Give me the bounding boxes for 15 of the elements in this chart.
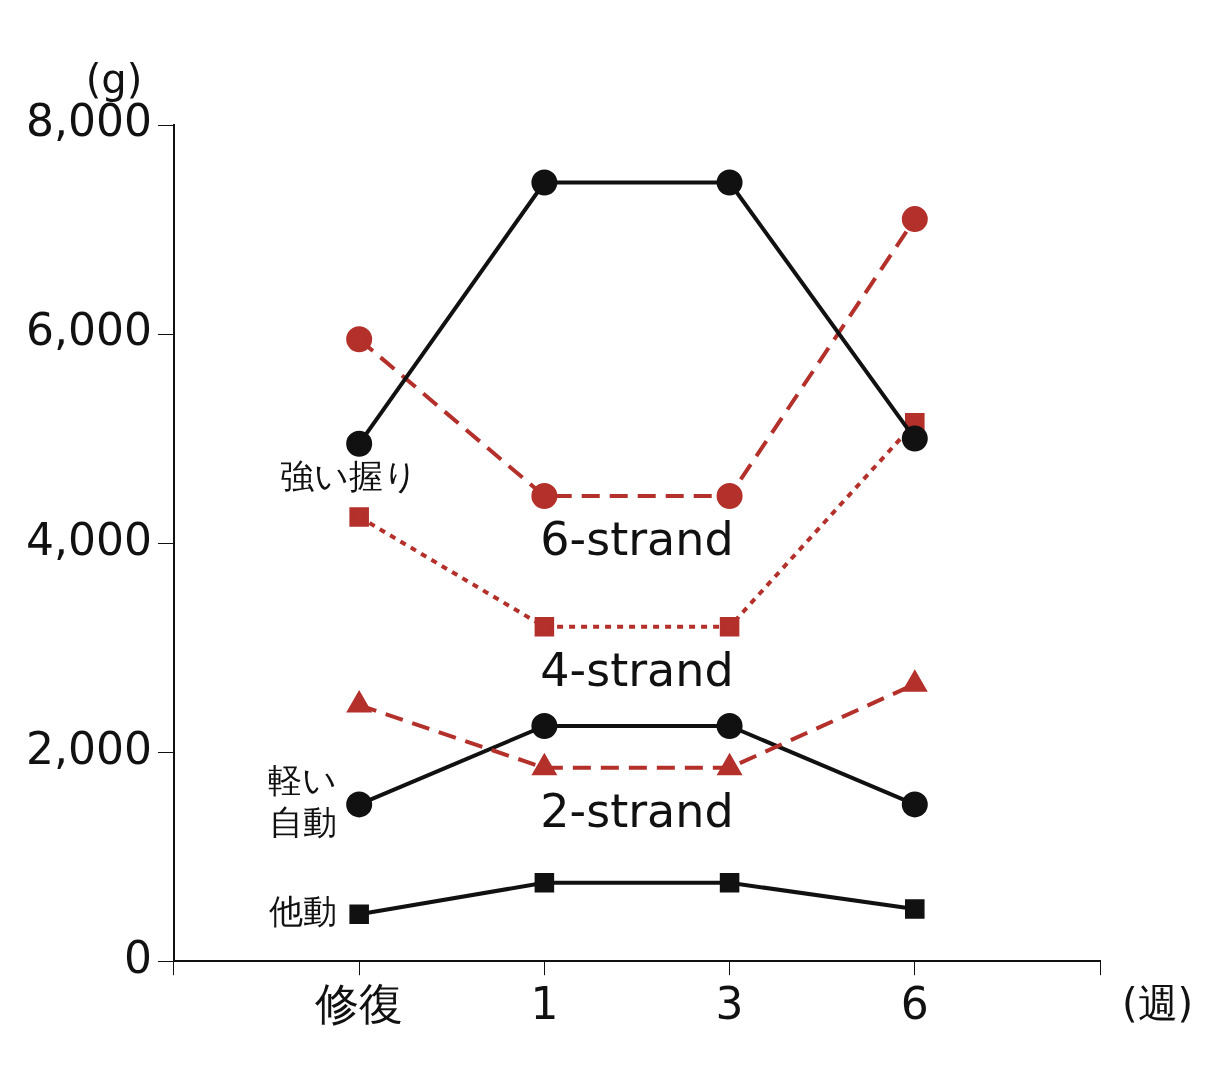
x-tick-label: 6 xyxy=(900,978,929,1030)
y-tick-label: 4,000 xyxy=(25,513,152,565)
x-tick-label: 3 xyxy=(715,978,744,1030)
series-label: 6-strand xyxy=(540,512,734,567)
series-label: 強い握り xyxy=(280,455,419,496)
series-label: 他動 xyxy=(269,890,338,931)
series-label: 2-strand xyxy=(540,783,734,838)
series-label: 軽い自動 xyxy=(268,760,338,843)
x-tick-label: 1 xyxy=(530,978,559,1030)
x-axis-title: (週) xyxy=(1122,979,1194,1026)
y-tick-label: 6,000 xyxy=(25,304,152,356)
x-tick-label: 修復 xyxy=(315,978,404,1030)
y-tick-label: 2,000 xyxy=(25,722,152,774)
y-tick-label: 0 xyxy=(123,931,152,983)
series-label: 4-strand xyxy=(540,642,734,697)
